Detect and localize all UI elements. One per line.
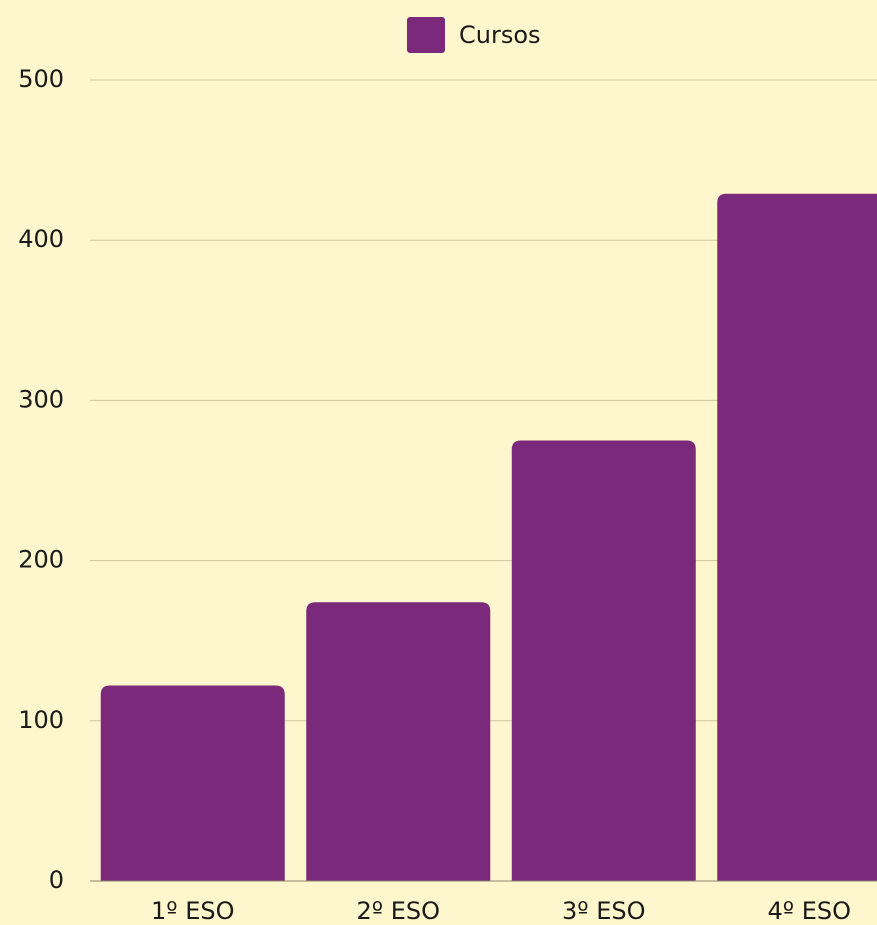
x-tick-label: 3º ESO [562,897,646,925]
y-tick-label: 300 [18,385,64,413]
bar [100,685,285,881]
x-tick-label: 1º ESO [151,897,235,925]
x-tick-label: 2º ESO [357,897,441,925]
y-tick-label: 400 [18,225,64,253]
y-tick-label: 500 [18,65,64,93]
legend-swatch [407,17,445,53]
legend-label: Cursos [459,21,541,49]
x-tick-label: 4º ESO [768,897,852,925]
bar [306,602,491,881]
y-tick-label: 200 [18,546,64,574]
y-tick-label: 0 [49,866,64,894]
bar [717,193,877,881]
y-tick-label: 100 [18,706,64,734]
bar [511,440,696,881]
